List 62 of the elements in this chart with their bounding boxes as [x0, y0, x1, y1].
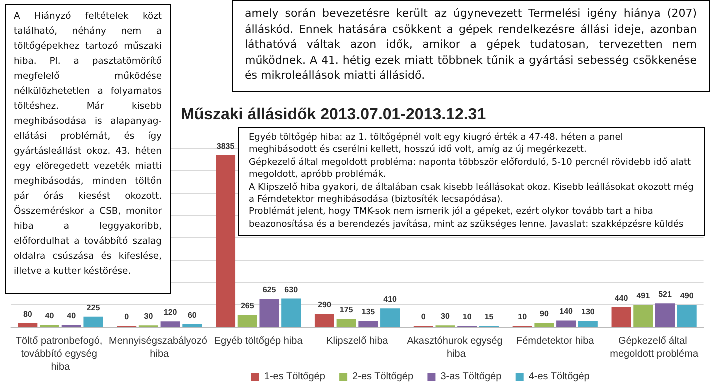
note-box: A Hiányzó feltételek közt található, néhány nem a töltőgépekhez tartozó műszaki hiba. Pl. a pasztatömörítő megfelelő működése nélkülözhetetlen a folyamatos töltéshez. Már kisebb meghibásodása is alapanyag-ellátási problémát, és így gyártásleállást okoz. 43. héten egy elöregedett vezeték miatti meghibásodás, minden töltőn pár órás kiesést okozott. Összeméréskor a CSB, monitor hiba a leggyakoribb, előfordulhat a továbbító szalag oldalra csúszása és kifeslése, illetve a kutter késtörése.: [5, 4, 171, 294]
data-label: 440: [614, 294, 629, 303]
bar: [380, 308, 400, 327]
legend-label: 2-es Töltőgép: [352, 372, 414, 382]
data-label: 521: [658, 290, 672, 300]
note-box: amely során bevezetésre került az úgynevezett Termelési igény hiánya (207) álláskód. Ennek hatására csökkent a gépek rendelkezésre állási ideje, azonban láthatóvá váltak azon idők, amikor a gépek tudatosan, tervezetten nem működnek. A 41. hétig ezek miatt többnek tűnik a gyártási sebesség csökkenése és mikroleállások miatti állásidő.: [232, 0, 710, 92]
bar: [556, 320, 576, 327]
legend-label: 4-es Töltőgép: [528, 372, 590, 382]
legend-label: 1-es Töltőgép: [264, 372, 326, 382]
data-label: 90: [540, 309, 550, 318]
data-label: 0: [421, 312, 426, 322]
data-label: 40: [45, 312, 55, 321]
data-label: 225: [86, 303, 101, 312]
note-box: Egyéb töltőgép hiba: az 1. töltőgépnél volt egy kiugró érték a 47-48. héten a panel meghibásodott és cserélni kellett, hosszú idő volt, amíg az új megérkezett. Gépkezelő által megoldott probléma: naponta többször előforduló, 5-10 percnél rövidebb idő alatt megoldott, apróbb problémák. A Klipszelő hiba gyakori, de általában csak kisebb leállásokat okoz. Kisebb leállásokat okozott még a Fémdetektor meghibásodása (biztosíték lecsapódása). Problémát jelent, hogy TMK-sok nem ismerik jól a gépeket, ezért olykor tovább tart a hiba beazonosítása és a berendezés javítása, mint az szükséges lenne. Javaslat: szakképzésre küldés: [238, 127, 705, 236]
data-label: 290: [318, 300, 332, 310]
bar: [182, 324, 202, 327]
bar: [160, 322, 180, 327]
data-label: 130: [581, 308, 596, 317]
bar: [314, 314, 334, 327]
bar: [612, 307, 632, 327]
bar: [578, 321, 598, 327]
bar: [260, 299, 280, 327]
data-label: 175: [340, 306, 354, 315]
data-label: 40: [67, 312, 77, 321]
bar: [216, 155, 236, 327]
x-tick-label: Gépkezelő által megoldott probléma: [610, 336, 699, 360]
bar: [336, 319, 356, 327]
data-label: 30: [441, 312, 451, 322]
data-label: 0: [124, 312, 130, 322]
legend-label: 3-as Töltőgép: [440, 372, 502, 382]
data-label: 135: [362, 307, 376, 316]
data-label: 140: [560, 307, 574, 316]
data-label: 265: [240, 302, 255, 311]
data-label: 3835: [216, 142, 236, 151]
x-tick-label: Mennyiségszabályozó hiba: [109, 336, 210, 360]
bar: [84, 316, 104, 327]
data-label: 10: [462, 312, 472, 322]
chart-title: Műszaki állásidők 2013.07.01-2013.12.31: [181, 106, 486, 124]
bar: [677, 305, 697, 327]
data-label: 15: [484, 312, 494, 322]
bar: [238, 315, 258, 327]
x-tick-label: Fémdetektor hiba: [516, 336, 595, 347]
x-tick-label: Töltő patronbefogó, továbbító egység hiba: [16, 336, 106, 373]
data-label: 625: [262, 286, 277, 295]
data-label: 410: [384, 295, 398, 304]
x-tick-label: Klipszelő hiba: [326, 336, 389, 347]
bar: [282, 298, 302, 327]
data-label: 60: [188, 310, 198, 320]
x-tick-label: Akasztóhurok egység hiba: [407, 336, 506, 360]
data-label: 491: [636, 292, 651, 301]
data-label: 80: [23, 310, 33, 319]
x-tick-label: Egyéb töltőgép hiba: [214, 336, 304, 347]
bar: [18, 323, 38, 327]
data-label: 10: [518, 312, 528, 322]
data-label: 490: [680, 292, 694, 301]
data-label: 30: [144, 312, 154, 322]
data-label: 120: [164, 308, 178, 318]
bar: [634, 305, 654, 327]
bar: [534, 322, 554, 327]
bar: [655, 304, 676, 327]
bar: [358, 320, 378, 327]
data-label: 630: [284, 285, 299, 294]
